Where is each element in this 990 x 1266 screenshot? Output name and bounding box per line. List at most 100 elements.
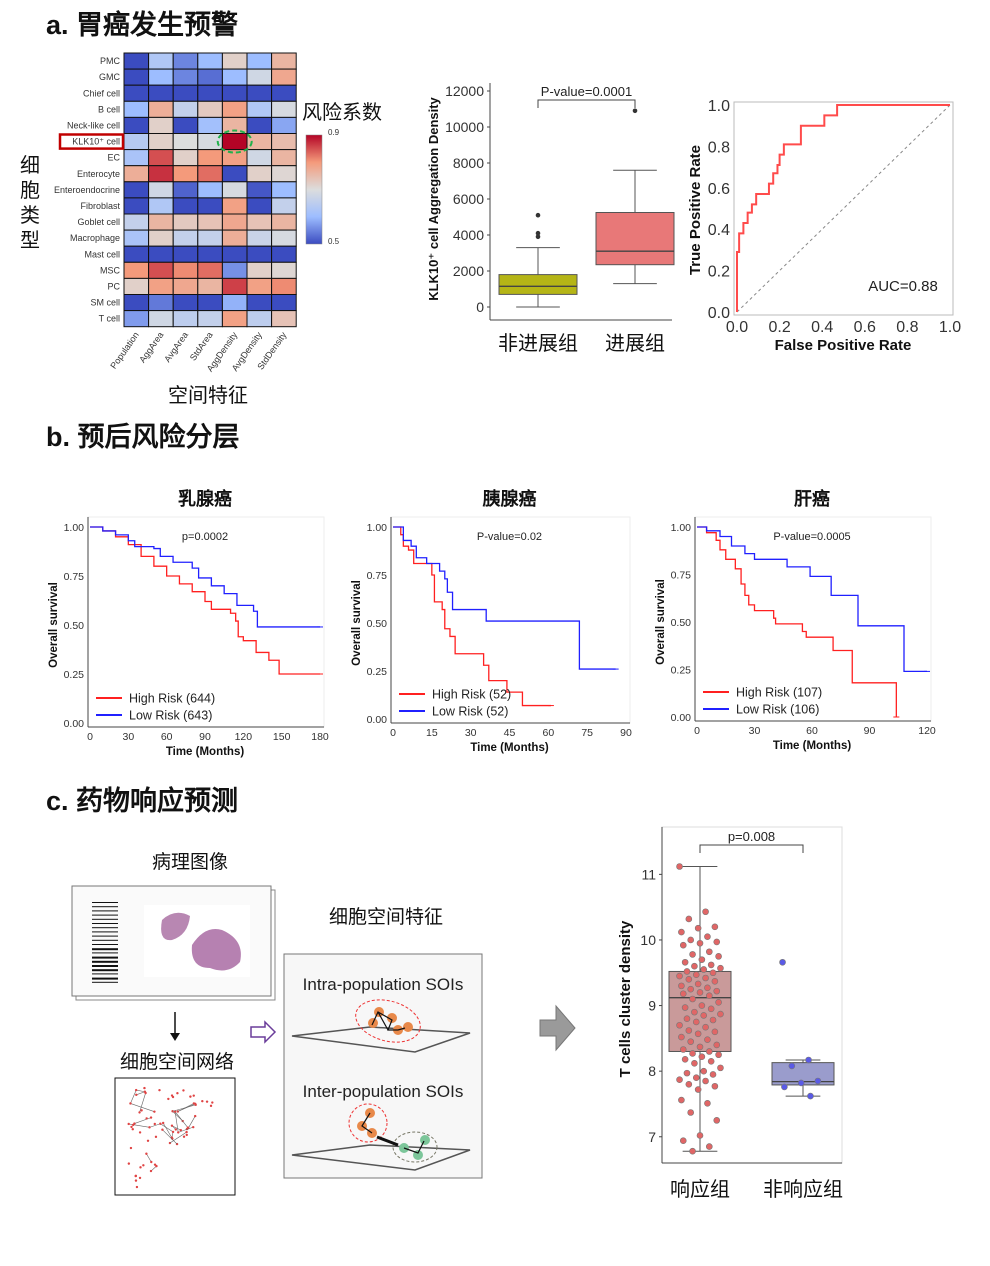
heatmap-cell — [123, 213, 150, 231]
heatmap-cell — [271, 181, 297, 199]
y-tick-label: 0.2 — [708, 264, 730, 281]
network-node — [140, 1109, 143, 1112]
y-tick-label: 8000 — [453, 155, 484, 171]
data-point — [698, 956, 706, 963]
data-point — [685, 1080, 693, 1088]
barcode-bar — [92, 960, 118, 963]
heatmap-cell — [148, 213, 174, 231]
heatmap-cell — [197, 294, 223, 312]
heatmap-cell — [197, 84, 223, 102]
network-node — [134, 1174, 137, 1178]
category-label: 非响应组 — [763, 1178, 843, 1201]
data-point — [687, 1038, 695, 1045]
x-axis-label: Time (Months) — [166, 746, 245, 758]
heatmap-cell — [148, 245, 174, 263]
heatmap-cell — [271, 52, 297, 70]
network-node — [189, 1095, 192, 1098]
significance-bracket — [537, 99, 636, 108]
heatmap-cell — [172, 277, 199, 295]
network-node — [134, 1088, 138, 1092]
x-tick-label: 30 — [749, 725, 761, 737]
outlier-point — [632, 108, 638, 114]
data-point — [715, 998, 722, 1006]
barcode-icon — [92, 902, 118, 983]
heatmap-cell — [172, 100, 199, 118]
barcode-bar — [92, 948, 118, 951]
heatmap-cell — [148, 310, 174, 328]
heatmap-cell — [221, 52, 248, 70]
heatmap-cell — [197, 277, 223, 295]
heatmap-cell — [148, 133, 174, 151]
data-point — [704, 1100, 711, 1107]
network-node — [194, 1103, 197, 1107]
x-tick-label: 0.6 — [854, 319, 876, 336]
network-node — [153, 1110, 156, 1113]
outlier-point — [535, 212, 541, 218]
data-point — [713, 1117, 721, 1124]
y-axis-label: Overall survival — [48, 582, 60, 668]
y-tick-label: 0.25 — [671, 665, 692, 677]
heatmap-cell — [123, 197, 150, 215]
data-point — [683, 968, 691, 975]
heatmap-row-label: B cell — [98, 104, 120, 114]
heatmap-cell — [271, 213, 297, 231]
heatmap-cell — [197, 197, 223, 215]
network-node — [176, 1092, 179, 1095]
network-edge — [162, 1122, 173, 1139]
heatmap-cell — [123, 133, 150, 151]
heatmap-cell — [172, 197, 199, 215]
pathology-label: 病理图像 — [152, 851, 228, 873]
survival-curve — [393, 526, 551, 707]
data-point — [702, 974, 709, 982]
heatmap-cell — [271, 116, 297, 135]
box — [595, 212, 675, 266]
network-node — [192, 1102, 196, 1105]
heatmap-cell — [246, 149, 273, 167]
heatmap-cell — [221, 84, 248, 102]
data-point — [681, 958, 689, 966]
y-tick-label: 6000 — [453, 191, 484, 207]
network-node — [170, 1124, 174, 1127]
y-tick-label: 0.8 — [708, 139, 730, 156]
box — [498, 274, 578, 295]
red-cluster-circle — [348, 1103, 388, 1143]
heatmap-cell — [246, 310, 273, 328]
x-tick-label: 0.4 — [811, 319, 833, 336]
heatmap-cell — [197, 52, 223, 70]
heatmap-cell — [246, 261, 273, 279]
legend-label: Low Risk (52) — [432, 705, 508, 719]
network-node — [205, 1100, 209, 1103]
heatmap-cell — [221, 294, 248, 312]
network-edge — [188, 1115, 196, 1129]
plane — [291, 1026, 471, 1053]
data-point — [696, 989, 704, 996]
x-tick-label: 75 — [581, 727, 593, 739]
category-label: 非进展组 — [498, 332, 578, 355]
network-node — [138, 1131, 142, 1134]
network-node — [154, 1135, 158, 1139]
data-point — [717, 1064, 724, 1072]
heatmap-cell — [246, 294, 273, 312]
heatmap-cell — [246, 52, 273, 70]
network-node — [193, 1114, 197, 1118]
data-point — [713, 1041, 721, 1049]
network-edge — [171, 1125, 181, 1131]
x-tick-label: 60 — [542, 727, 554, 739]
network-node — [143, 1090, 147, 1093]
colorbar — [305, 134, 323, 245]
network-node — [182, 1089, 185, 1092]
heatmap-row-label: Goblet cell — [77, 217, 120, 227]
y-tick-label: 0.75 — [64, 571, 85, 583]
network-node — [149, 1169, 153, 1173]
network-node — [145, 1152, 148, 1155]
network-node — [143, 1086, 146, 1090]
data-point — [689, 951, 696, 958]
p-value-label: P-value=0.02 — [477, 531, 542, 543]
barcode-bar — [92, 965, 118, 967]
network-node — [177, 1131, 180, 1134]
x-tick-label: 15 — [426, 727, 438, 739]
barcode-bar — [92, 944, 118, 945]
heatmap-cell — [123, 68, 150, 86]
heatmap-cell — [221, 165, 248, 183]
heatmap-cell — [271, 197, 297, 215]
